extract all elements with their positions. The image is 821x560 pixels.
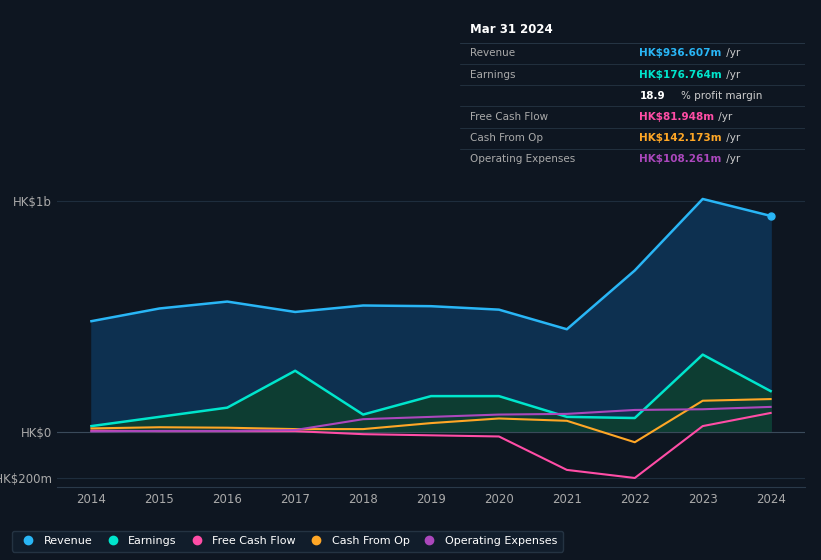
Text: /yr: /yr xyxy=(722,133,741,143)
Text: /yr: /yr xyxy=(715,112,732,122)
Legend: Revenue, Earnings, Free Cash Flow, Cash From Op, Operating Expenses: Revenue, Earnings, Free Cash Flow, Cash … xyxy=(11,530,563,552)
Text: Cash From Op: Cash From Op xyxy=(470,133,544,143)
Text: HK$936.607m: HK$936.607m xyxy=(640,49,722,58)
Text: Revenue: Revenue xyxy=(470,49,516,58)
Text: Free Cash Flow: Free Cash Flow xyxy=(470,112,548,122)
Text: Mar 31 2024: Mar 31 2024 xyxy=(470,23,553,36)
Text: % profit margin: % profit margin xyxy=(681,91,762,101)
Text: Operating Expenses: Operating Expenses xyxy=(470,155,576,165)
Text: /yr: /yr xyxy=(722,49,741,58)
Text: /yr: /yr xyxy=(722,69,741,80)
Text: HK$108.261m: HK$108.261m xyxy=(640,155,722,165)
Text: HK$176.764m: HK$176.764m xyxy=(640,69,722,80)
Text: 18.9: 18.9 xyxy=(640,91,665,101)
Text: HK$142.173m: HK$142.173m xyxy=(640,133,722,143)
Text: HK$81.948m: HK$81.948m xyxy=(640,112,714,122)
Text: /yr: /yr xyxy=(722,155,741,165)
Text: Earnings: Earnings xyxy=(470,69,516,80)
